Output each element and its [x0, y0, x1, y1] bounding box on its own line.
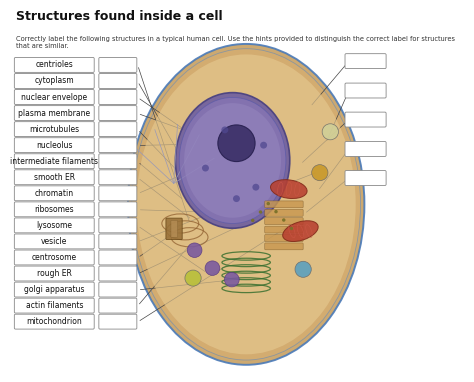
Ellipse shape: [132, 49, 361, 360]
FancyBboxPatch shape: [14, 234, 94, 249]
Circle shape: [221, 126, 228, 133]
Text: cytoplasm: cytoplasm: [35, 76, 74, 86]
Text: centrosome: centrosome: [32, 253, 77, 262]
FancyBboxPatch shape: [345, 170, 386, 186]
FancyBboxPatch shape: [265, 235, 303, 241]
Circle shape: [260, 142, 267, 149]
Text: rough ER: rough ER: [37, 269, 72, 278]
Ellipse shape: [137, 55, 356, 354]
FancyBboxPatch shape: [14, 58, 94, 73]
FancyBboxPatch shape: [99, 250, 137, 265]
Circle shape: [187, 243, 202, 257]
FancyBboxPatch shape: [14, 282, 94, 297]
FancyBboxPatch shape: [345, 112, 386, 127]
FancyBboxPatch shape: [99, 121, 137, 137]
FancyBboxPatch shape: [99, 266, 137, 281]
Text: vesicle: vesicle: [41, 237, 67, 246]
FancyBboxPatch shape: [14, 218, 94, 233]
Text: intermediate filaments: intermediate filaments: [10, 157, 98, 166]
FancyBboxPatch shape: [99, 234, 137, 249]
Circle shape: [185, 270, 201, 286]
Circle shape: [274, 210, 278, 213]
FancyBboxPatch shape: [345, 54, 386, 69]
Ellipse shape: [283, 221, 318, 241]
FancyBboxPatch shape: [265, 243, 303, 250]
FancyBboxPatch shape: [99, 73, 137, 89]
FancyBboxPatch shape: [14, 154, 94, 169]
FancyBboxPatch shape: [265, 201, 303, 208]
FancyBboxPatch shape: [14, 314, 94, 329]
FancyBboxPatch shape: [14, 266, 94, 281]
FancyBboxPatch shape: [99, 170, 137, 185]
Circle shape: [282, 219, 285, 222]
Circle shape: [295, 261, 311, 277]
Circle shape: [202, 165, 209, 172]
Text: golgi apparatus: golgi apparatus: [24, 285, 84, 294]
Text: smooth ER: smooth ER: [34, 173, 75, 182]
FancyBboxPatch shape: [14, 170, 94, 185]
FancyBboxPatch shape: [14, 121, 94, 137]
FancyBboxPatch shape: [99, 58, 137, 73]
Ellipse shape: [179, 97, 286, 223]
FancyBboxPatch shape: [14, 298, 94, 313]
FancyBboxPatch shape: [14, 250, 94, 265]
FancyBboxPatch shape: [265, 209, 303, 216]
FancyBboxPatch shape: [14, 106, 94, 121]
FancyBboxPatch shape: [14, 89, 94, 105]
FancyBboxPatch shape: [345, 83, 386, 98]
FancyBboxPatch shape: [265, 226, 303, 233]
Text: nuclear envelope: nuclear envelope: [21, 92, 87, 102]
Circle shape: [225, 272, 239, 287]
Circle shape: [312, 165, 328, 181]
Ellipse shape: [175, 93, 290, 228]
Ellipse shape: [271, 180, 307, 199]
Text: nucleolus: nucleolus: [36, 141, 73, 150]
FancyBboxPatch shape: [166, 218, 182, 240]
Circle shape: [259, 210, 262, 214]
Text: centrioles: centrioles: [36, 60, 73, 70]
FancyBboxPatch shape: [14, 186, 94, 201]
Text: chromatin: chromatin: [35, 189, 74, 198]
FancyBboxPatch shape: [99, 106, 137, 121]
Circle shape: [322, 124, 338, 140]
Text: Structures found inside a cell: Structures found inside a cell: [16, 10, 222, 23]
FancyBboxPatch shape: [99, 89, 137, 105]
FancyBboxPatch shape: [14, 202, 94, 217]
Circle shape: [251, 219, 255, 222]
Text: Correctly label the following structures in a typical human cell. Use the hints : Correctly label the following structures…: [16, 36, 455, 49]
Text: microtubules: microtubules: [29, 125, 79, 134]
Ellipse shape: [128, 44, 365, 365]
Circle shape: [218, 125, 255, 162]
FancyBboxPatch shape: [14, 73, 94, 89]
Text: lysosome: lysosome: [36, 221, 72, 230]
Text: mitochondrion: mitochondrion: [27, 317, 82, 326]
Circle shape: [252, 184, 259, 191]
Text: actin filaments: actin filaments: [26, 301, 83, 310]
FancyBboxPatch shape: [99, 186, 137, 201]
Circle shape: [233, 195, 240, 202]
FancyBboxPatch shape: [99, 154, 137, 169]
Text: ribosomes: ribosomes: [35, 205, 74, 214]
FancyBboxPatch shape: [99, 314, 137, 329]
Circle shape: [205, 261, 220, 275]
FancyBboxPatch shape: [265, 218, 303, 225]
Ellipse shape: [184, 103, 281, 218]
FancyBboxPatch shape: [345, 141, 386, 157]
FancyBboxPatch shape: [99, 138, 137, 153]
FancyBboxPatch shape: [99, 218, 137, 233]
Circle shape: [290, 227, 293, 230]
FancyBboxPatch shape: [171, 220, 178, 237]
FancyBboxPatch shape: [99, 282, 137, 297]
Circle shape: [266, 202, 270, 206]
FancyBboxPatch shape: [14, 138, 94, 153]
FancyBboxPatch shape: [99, 202, 137, 217]
FancyBboxPatch shape: [99, 298, 137, 313]
Text: plasma membrane: plasma membrane: [18, 108, 91, 118]
